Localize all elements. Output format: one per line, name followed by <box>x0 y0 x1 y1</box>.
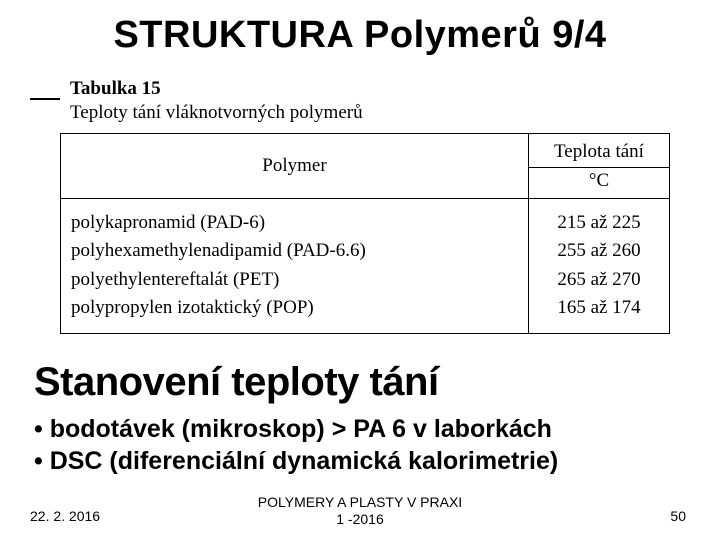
header-polymer: Polymer <box>61 133 529 198</box>
temperature-value: 255 až 260 <box>539 237 659 266</box>
polymer-name: polyethylentereftalát (PET) <box>71 266 518 295</box>
header-temp-unit: °C <box>529 168 669 194</box>
slide: STRUKTURA Polymerů 9/4 Tabulka 15 Teplot… <box>0 0 720 540</box>
bullet-text: bodotávek (mikroskop) > PA 6 v laborkách <box>50 415 552 443</box>
polymer-cell: polykapronamid (PAD-6) polyhexamethylena… <box>61 198 529 333</box>
axis-tick-icon <box>30 98 60 100</box>
polymer-table: Polymer Teplota tání °C polykapronamid (… <box>60 133 670 334</box>
table-caption-text: Teploty tání vláknotvorných polymerů <box>70 102 363 123</box>
polymer-name: polypropylen izotaktický (POP) <box>71 294 518 323</box>
temperature-value: 215 až 225 <box>539 209 659 238</box>
temperature-value: 165 až 174 <box>539 294 659 323</box>
bullet-item: • bodotávek (mikroskop) > PA 6 v laborká… <box>34 413 720 445</box>
table-container: Polymer Teplota tání °C polykapronamid (… <box>60 133 670 334</box>
table-body-row: polykapronamid (PAD-6) polyhexamethylena… <box>61 198 670 333</box>
table-caption: Tabulka 15 Teploty tání vláknotvorných p… <box>70 77 720 125</box>
bullet-list: • bodotávek (mikroskop) > PA 6 v laborká… <box>34 413 720 477</box>
footer-center-line1: POLYMERY A PLASTY V PRAXI <box>258 494 462 510</box>
footer-center-line2: 1 -2016 <box>336 511 383 527</box>
footer-center: POLYMERY A PLASTY V PRAXI 1 -2016 <box>0 494 720 528</box>
slide-title: STRUKTURA Polymerů 9/4 <box>0 0 720 57</box>
footer-page-number: 50 <box>670 508 686 524</box>
temperature-cell: 215 až 225 255 až 260 265 až 270 165 až … <box>529 198 670 333</box>
section-heading: Stanovení teploty tání <box>34 360 720 405</box>
bullet-item: • DSC (diferenciální dynamická kalorimet… <box>34 445 720 477</box>
table-header-row: Polymer Teplota tání °C <box>61 133 670 198</box>
table-caption-label: Tabulka 15 <box>70 78 161 99</box>
polymer-name: polykapronamid (PAD-6) <box>71 209 518 238</box>
bullet-text: DSC (diferenciální dynamická kalorimetri… <box>50 447 559 475</box>
header-temp-label: Teplota tání <box>529 137 669 168</box>
header-temperature: Teplota tání °C <box>529 133 670 198</box>
polymer-name: polyhexamethylenadipamid (PAD-6.6) <box>71 237 518 266</box>
temperature-value: 265 až 270 <box>539 266 659 295</box>
